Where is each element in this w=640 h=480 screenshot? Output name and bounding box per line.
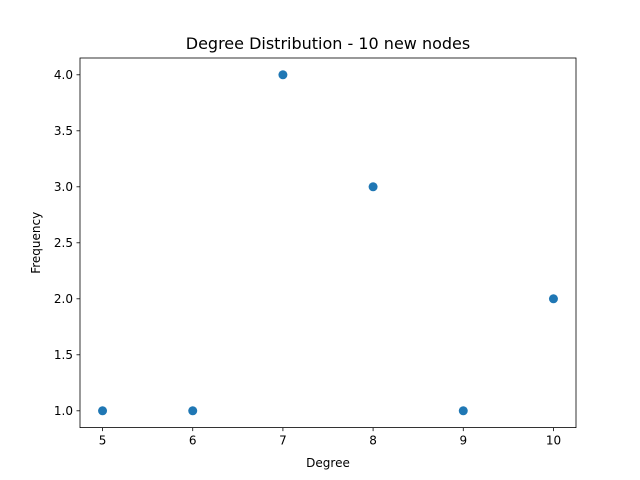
x-tick-label: 10 (546, 434, 561, 448)
plot-area (98, 70, 558, 416)
data-point (458, 406, 468, 416)
y-tick-label: 2.5 (54, 236, 73, 250)
y-tick-label: 1.5 (54, 348, 73, 362)
data-point (98, 406, 108, 416)
x-tick-label: 8 (369, 434, 377, 448)
chart-title: Degree Distribution - 10 new nodes (186, 34, 470, 53)
x-tick-label: 7 (279, 434, 287, 448)
x-tick-label: 5 (99, 434, 107, 448)
y-tick-label: 3.0 (54, 180, 73, 194)
data-point (278, 70, 288, 80)
data-point (188, 406, 198, 416)
x-tick-label: 9 (459, 434, 467, 448)
x-axis-label: Degree (306, 456, 350, 470)
x-tick-label: 6 (189, 434, 197, 448)
y-axis-label: Frequency (29, 212, 43, 274)
data-point (548, 294, 558, 304)
y-tick-label: 4.0 (54, 68, 73, 82)
y-tick-label: 1.0 (54, 404, 73, 418)
y-tick-label: 2.0 (54, 292, 73, 306)
data-point (368, 182, 378, 192)
y-tick-label: 3.5 (54, 124, 73, 138)
